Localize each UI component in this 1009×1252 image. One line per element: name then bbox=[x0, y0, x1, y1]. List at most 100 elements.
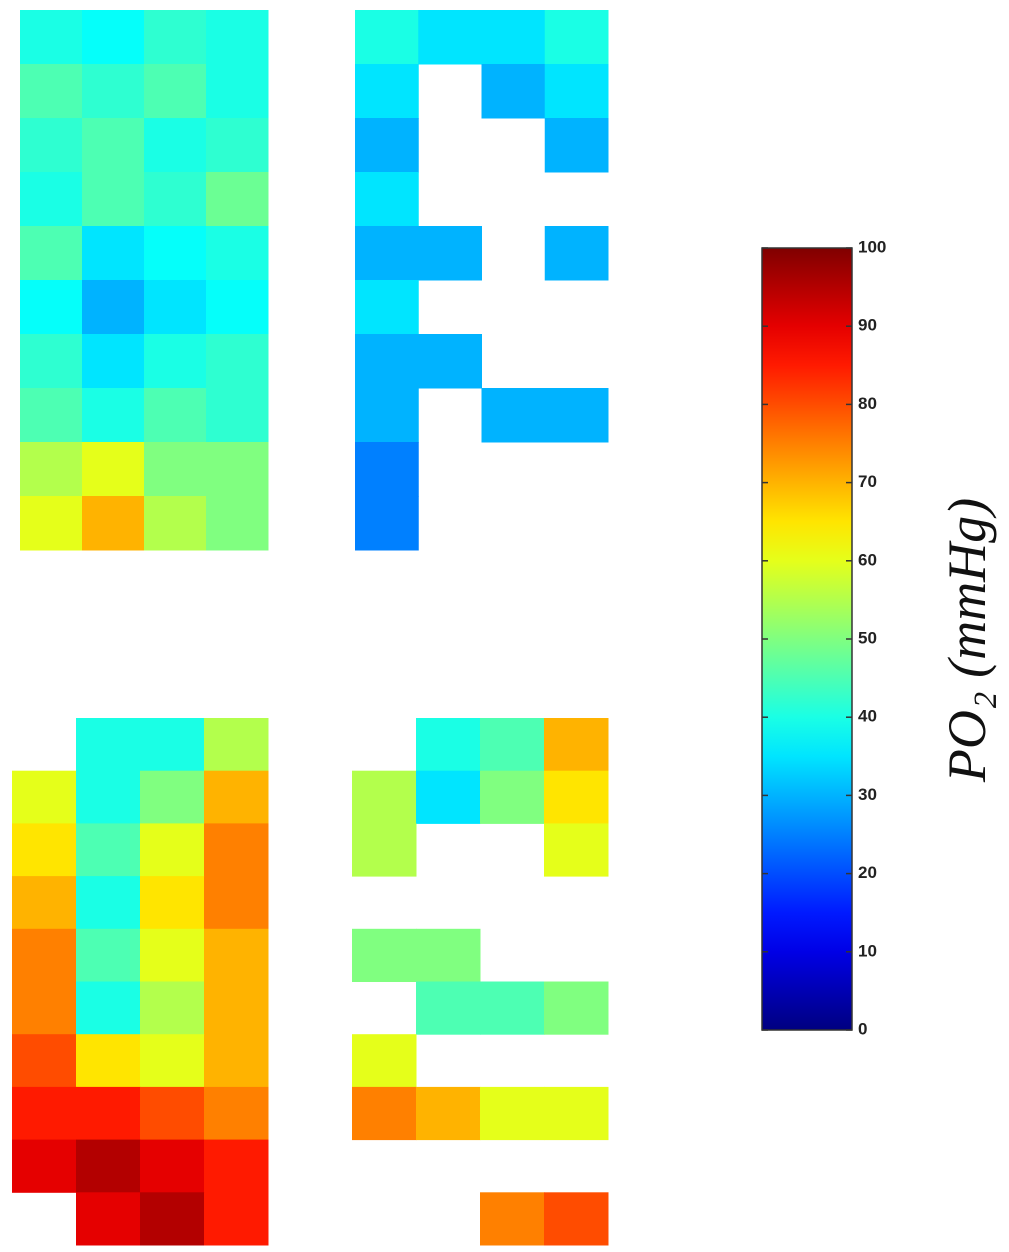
map-cell bbox=[418, 226, 482, 281]
map-cell bbox=[544, 982, 609, 1035]
map-cell bbox=[544, 1087, 609, 1140]
map-cell bbox=[204, 1140, 269, 1193]
map-cell bbox=[76, 929, 141, 982]
map-panel bbox=[355, 10, 609, 551]
map-cell bbox=[140, 929, 205, 982]
map-cell bbox=[355, 118, 419, 173]
map-cell bbox=[545, 10, 609, 65]
map-cell bbox=[480, 1087, 545, 1140]
map-cell bbox=[355, 388, 419, 443]
map-cell bbox=[76, 876, 141, 929]
map-cell bbox=[482, 64, 546, 119]
map-cell bbox=[82, 226, 145, 281]
map-cell bbox=[140, 1087, 205, 1140]
map-cell bbox=[416, 771, 481, 824]
map-cell bbox=[204, 1192, 269, 1245]
map-cell bbox=[352, 929, 417, 982]
map-cell bbox=[12, 823, 77, 876]
map-cell bbox=[82, 64, 145, 119]
map-cell bbox=[20, 64, 83, 119]
map-cell bbox=[355, 280, 419, 335]
tick-label: 60 bbox=[858, 550, 877, 569]
map-cell bbox=[416, 982, 481, 1035]
map-cell bbox=[355, 226, 419, 281]
map-cell bbox=[416, 1087, 481, 1140]
map-cell bbox=[140, 718, 205, 771]
map-cell bbox=[82, 442, 145, 497]
map-cell bbox=[544, 1192, 609, 1245]
map-cell bbox=[480, 718, 545, 771]
map-cell bbox=[144, 226, 207, 281]
map-cell bbox=[480, 982, 545, 1035]
map-cell bbox=[480, 1192, 545, 1245]
map-cell bbox=[140, 771, 205, 824]
map-panel bbox=[352, 718, 609, 1246]
map-cell bbox=[416, 929, 481, 982]
map-cell bbox=[355, 10, 419, 65]
map-cell bbox=[82, 496, 145, 551]
tick-label: 0 bbox=[858, 1019, 867, 1038]
map-cell bbox=[206, 334, 269, 389]
map-cell bbox=[204, 929, 269, 982]
map-cell bbox=[76, 982, 141, 1035]
tick-label: 80 bbox=[858, 394, 877, 413]
map-cell bbox=[206, 118, 269, 173]
map-cell bbox=[355, 496, 419, 551]
map-cell bbox=[206, 442, 269, 497]
tick-label: 10 bbox=[858, 941, 877, 960]
map-cell bbox=[416, 718, 481, 771]
map-cell bbox=[82, 334, 145, 389]
map-cell bbox=[206, 280, 269, 335]
map-cell bbox=[20, 118, 83, 173]
map-cell bbox=[144, 64, 207, 119]
map-cell bbox=[352, 1034, 417, 1087]
map-cell bbox=[352, 823, 417, 876]
map-cell bbox=[82, 280, 145, 335]
tick-label: 40 bbox=[858, 707, 877, 726]
map-cell bbox=[355, 64, 419, 119]
map-cell bbox=[482, 10, 546, 65]
map-cell bbox=[12, 1140, 77, 1193]
map-cell bbox=[140, 1192, 205, 1245]
map-cell bbox=[204, 718, 269, 771]
map-cell bbox=[544, 718, 609, 771]
map-cell bbox=[12, 771, 77, 824]
map-cell bbox=[140, 876, 205, 929]
map-cell bbox=[76, 771, 141, 824]
figure: PO₂ (mmHg) 0102030405060708090100 bbox=[0, 0, 1009, 1252]
map-cell bbox=[545, 64, 609, 119]
map-cell bbox=[12, 929, 77, 982]
map-cell bbox=[76, 1192, 141, 1245]
map-cell bbox=[144, 172, 207, 227]
tick-label: 100 bbox=[858, 237, 886, 256]
map-cell bbox=[206, 64, 269, 119]
map-cell bbox=[20, 226, 83, 281]
map-cell bbox=[144, 118, 207, 173]
map-cell bbox=[140, 1034, 205, 1087]
map-cell bbox=[204, 823, 269, 876]
map-cell bbox=[206, 496, 269, 551]
map-cell bbox=[12, 982, 77, 1035]
map-cell bbox=[206, 172, 269, 227]
map-cell bbox=[76, 1140, 141, 1193]
map-cell bbox=[12, 1087, 77, 1140]
map-cell bbox=[206, 226, 269, 281]
map-cell bbox=[204, 876, 269, 929]
map-cell bbox=[544, 823, 609, 876]
map-cell bbox=[144, 334, 207, 389]
map-cell bbox=[76, 1087, 141, 1140]
map-cell bbox=[480, 771, 545, 824]
map-panel bbox=[20, 10, 269, 551]
map-cell bbox=[206, 10, 269, 65]
map-cell bbox=[140, 823, 205, 876]
map-cell bbox=[144, 10, 207, 65]
map-cell bbox=[82, 172, 145, 227]
map-cell bbox=[20, 280, 83, 335]
map-cell bbox=[545, 388, 609, 443]
tick-label: 50 bbox=[858, 628, 877, 647]
map-panel bbox=[12, 718, 269, 1246]
colorbar-label: PO₂ (mmHg) bbox=[937, 498, 997, 783]
map-cell bbox=[204, 1034, 269, 1087]
map-cell bbox=[204, 982, 269, 1035]
map-cell bbox=[544, 771, 609, 824]
